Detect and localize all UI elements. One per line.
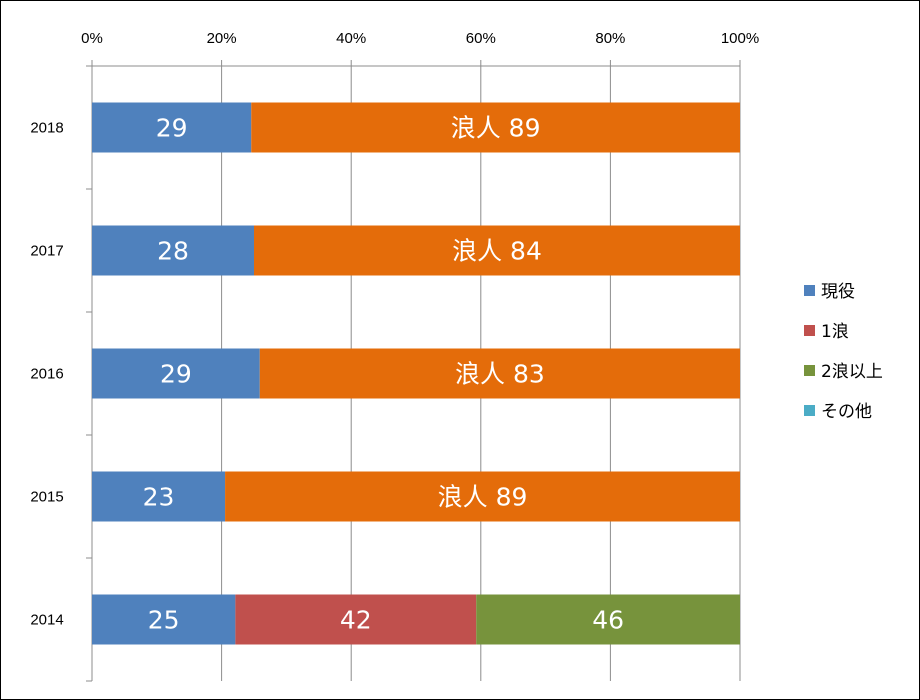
x-tick-label: 0% [81,30,103,47]
bar-segment [92,102,252,153]
y-tick-label: 2014 [30,612,63,629]
bar-value-label: 浪人 89 [451,114,541,143]
bar-segment [225,471,741,522]
bar-segment [92,348,260,399]
bar-segment [235,594,477,645]
legend-label: 1浪 [821,322,849,342]
bar-value-label: 浪人 84 [452,237,542,266]
bar-segment [92,471,226,522]
y-tick-label: 2017 [30,243,63,260]
bar-value-label: 25 [148,606,180,635]
bar-value-label: 42 [340,606,372,635]
legend-label: その他 [821,402,872,422]
x-tick-label: 100% [721,30,759,47]
legend-swatch [804,405,815,416]
bars [92,102,741,645]
y-tick-label: 2015 [30,489,63,506]
y-tick-label: 2016 [30,366,63,383]
bar-value-label: 28 [157,237,189,266]
legend-label: 現役 [821,282,855,302]
legend-swatch [804,285,815,296]
legend-label: 2浪以上 [821,362,883,382]
x-tick-label: 40% [336,30,366,47]
bar-segment [92,594,236,645]
legend-swatch [804,365,815,376]
bar-labels: 29 浪人 89 28 浪人 84 29 浪人 83 23 浪人 89 25 42 46 [143,114,624,635]
x-axis-ticks: 0% 20% 40% 60% 80% 100% [81,30,759,47]
y-tick-label: 2018 [30,120,63,137]
x-tick-label: 60% [466,30,496,47]
bar-value-label: 浪人 89 [438,483,528,512]
bar-segment [251,102,740,153]
bar-segment [254,225,740,276]
bar-value-label: 29 [156,114,188,143]
x-tick-label: 80% [595,30,625,47]
bar-value-label: 46 [592,606,624,635]
bar-segment [92,225,254,276]
bar-segment [476,594,740,645]
legend-swatch [804,325,815,336]
bar-segment [259,348,740,399]
bar-value-label: 23 [143,483,175,512]
bar-value-label: 29 [160,360,192,389]
bar-value-label: 浪人 83 [455,360,545,389]
y-axis-ticks: 2018 2017 2016 2015 2014 [30,120,63,629]
x-tick-label: 20% [207,30,237,47]
